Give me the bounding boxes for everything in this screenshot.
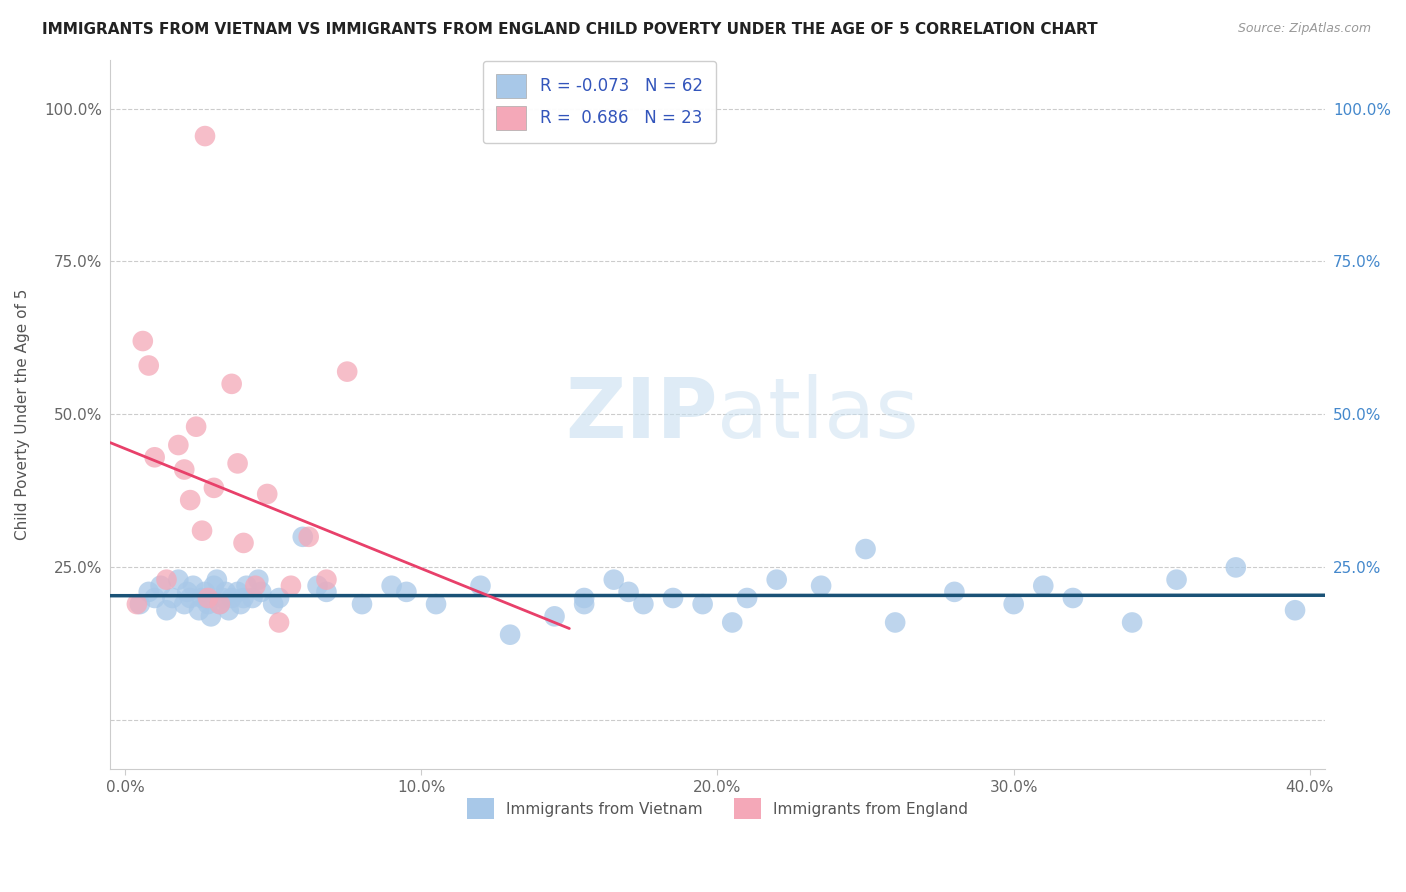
Point [200,609,222,624]
Point [226,585,249,599]
Point [221,591,243,605]
Point [173,462,195,476]
Text: Source: ZipAtlas.com: Source: ZipAtlas.com [1237,22,1371,36]
Point [245,579,267,593]
Text: ZIP: ZIP [565,374,717,455]
Point [173,597,195,611]
Point [543,609,565,624]
Point [149,579,172,593]
Point [267,615,290,630]
Point [205,573,228,587]
Point [155,573,177,587]
Point [381,579,404,593]
Point [191,591,214,605]
Point [307,579,329,593]
Point [162,591,184,605]
Point [125,597,148,611]
Point [1002,597,1025,611]
Point [229,597,252,611]
Point [211,591,233,605]
Point [662,591,685,605]
Point [633,597,655,611]
Point [191,524,214,538]
Point [232,536,254,550]
Y-axis label: Child Poverty Under the Age of 5: Child Poverty Under the Age of 5 [15,289,30,541]
Point [247,573,270,587]
Point [350,597,373,611]
Point [179,591,201,605]
Point [262,597,284,611]
Point [188,603,211,617]
Point [765,573,787,587]
Point [197,597,219,611]
Point [267,591,290,605]
Point [221,376,243,391]
Point [256,487,278,501]
Point [395,585,418,599]
Point [572,591,595,605]
Point [425,597,447,611]
Point [1121,615,1143,630]
Point [943,585,966,599]
Point [138,359,160,373]
Point [242,591,264,605]
Point [132,334,155,348]
Text: atlas: atlas [717,374,920,455]
Point [810,579,832,593]
Point [181,579,204,593]
Point [1225,560,1247,574]
Point [572,597,595,611]
Point [202,481,225,495]
Point [250,585,273,599]
Point [470,579,492,593]
Point [884,615,907,630]
Point [218,603,240,617]
Point [603,573,626,587]
Point [167,573,190,587]
Point [280,579,302,593]
Point [202,579,225,593]
Point [179,493,201,508]
Point [128,597,150,611]
Point [336,365,359,379]
Point [138,585,160,599]
Point [735,591,758,605]
Point [194,129,217,144]
Point [692,597,714,611]
Point [197,591,219,605]
Point [315,585,337,599]
Point [194,585,217,599]
Point [235,579,257,593]
Point [155,603,177,617]
Point [315,573,337,587]
Point [1166,573,1188,587]
Point [176,585,198,599]
Point [291,530,314,544]
Point [1284,603,1306,617]
Point [184,419,207,434]
Point [298,530,321,544]
Point [232,591,254,605]
Point [167,438,190,452]
Legend: Immigrants from Vietnam, Immigrants from England: Immigrants from Vietnam, Immigrants from… [461,792,974,825]
Text: IMMIGRANTS FROM VIETNAM VS IMMIGRANTS FROM ENGLAND CHILD POVERTY UNDER THE AGE O: IMMIGRANTS FROM VIETNAM VS IMMIGRANTS FR… [42,22,1098,37]
Point [208,597,231,611]
Point [721,615,744,630]
Point [855,542,877,557]
Point [208,597,231,611]
Point [215,585,238,599]
Point [1062,591,1084,605]
Point [499,628,522,642]
Point [1032,579,1054,593]
Point [226,457,249,471]
Point [143,591,166,605]
Point [143,450,166,465]
Point [617,585,640,599]
